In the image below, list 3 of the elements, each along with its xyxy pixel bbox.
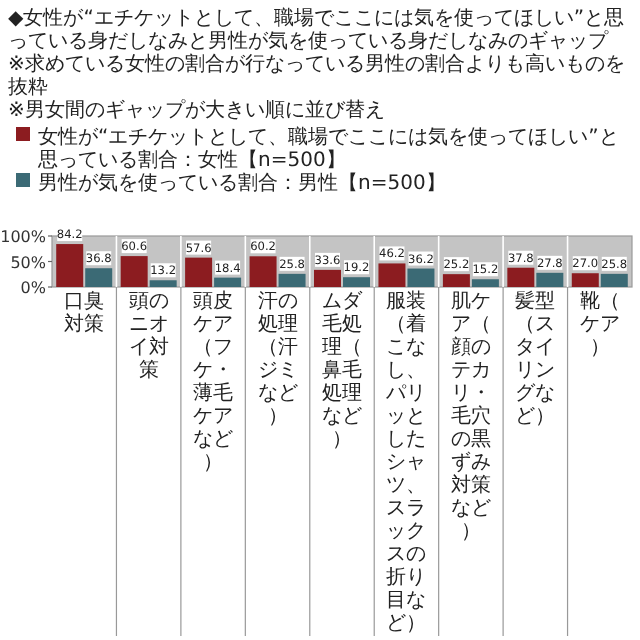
title: ◆女性が“エチケットとして、職場でここには気を使ってほしい”と思っている身だしなみと男性が気を使っている身だしなみのギャップ: [8, 8, 625, 53]
annotation: ※男女間のギャップが大きい順に並び替え: [8, 100, 385, 122]
annotation: ※求めている女性の割合が行なっている男性の割合よりも高いものを抜粋: [8, 54, 625, 99]
